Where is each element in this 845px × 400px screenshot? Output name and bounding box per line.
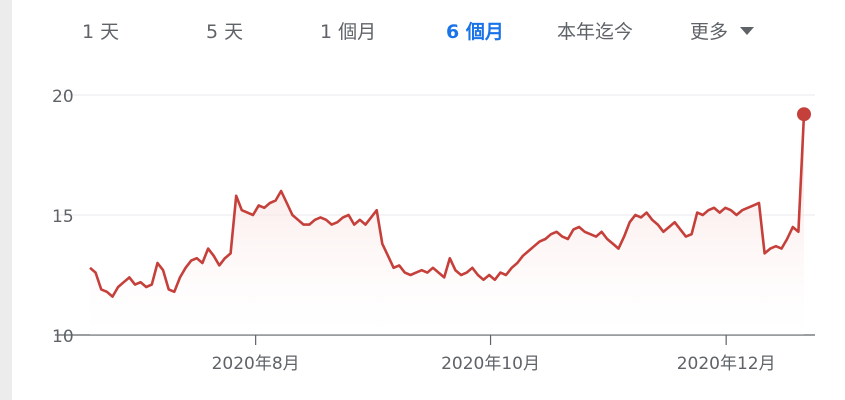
left-edge-bar	[0, 0, 12, 400]
range-tabs: 1 天 5 天 1 個月 6 個月 本年迄今 更多	[0, 12, 845, 52]
price-line	[89, 114, 806, 298]
y-tick-label: 15	[52, 207, 74, 227]
x-tick-label: 2020年12月	[677, 354, 776, 374]
area-fill	[90, 114, 804, 335]
tab-6-months[interactable]: 6 個月	[436, 12, 514, 52]
caret-down-icon	[740, 26, 755, 35]
tab-ytd[interactable]: 本年迄今	[557, 21, 634, 43]
last-price-point	[797, 107, 811, 122]
x-tick-label: 2020年8月	[212, 354, 300, 374]
tab-1-day[interactable]: 1 天	[82, 21, 120, 43]
tab-1-month[interactable]: 1 個月	[320, 21, 377, 43]
tab-5-days[interactable]: 5 天	[206, 21, 244, 43]
y-tick-label: 20	[52, 87, 74, 107]
x-tick-label: 2020年10月	[441, 354, 540, 374]
more-dropdown[interactable]: 更多	[690, 12, 755, 52]
more-label: 更多	[690, 21, 729, 43]
y-tick-label: 10	[52, 327, 74, 347]
